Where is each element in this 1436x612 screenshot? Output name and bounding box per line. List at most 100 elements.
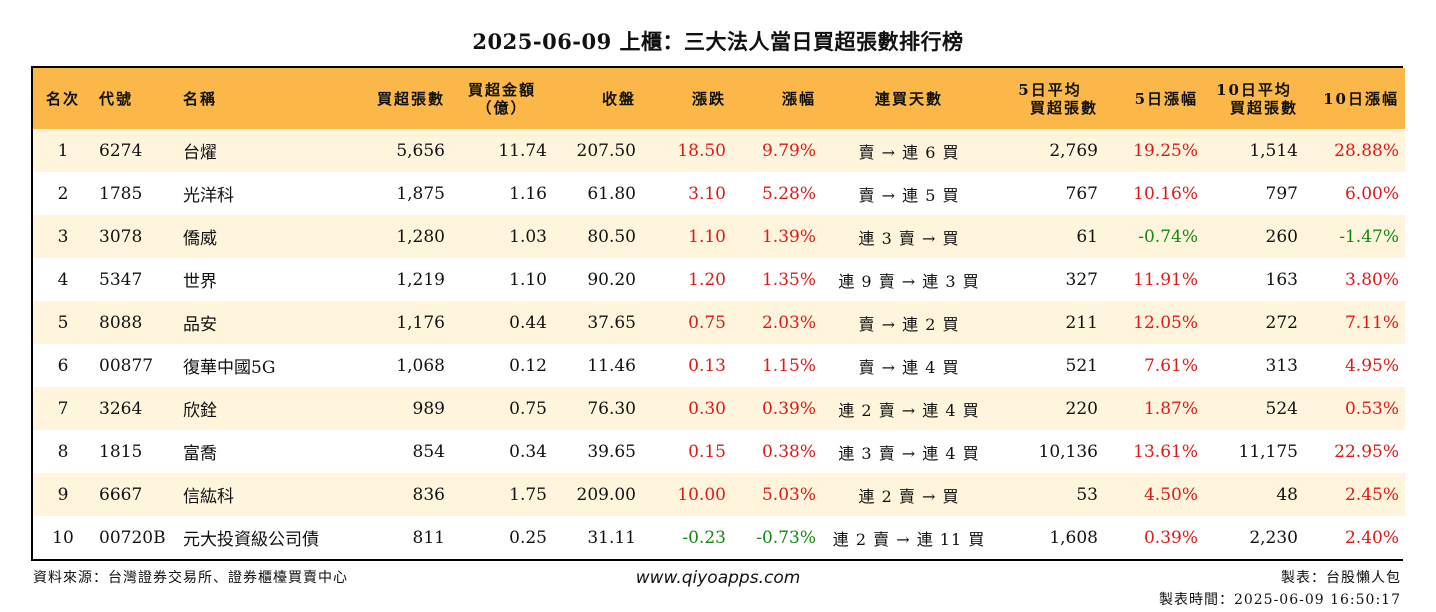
cell-streak: 賣 → 連 6 買: [858, 142, 960, 162]
cell-streak: 連 2 賣 → 買: [858, 486, 960, 506]
cell-amount: 1.16: [509, 183, 547, 204]
cell-change: 0.15: [688, 441, 726, 462]
header-pct10: 10日漲幅: [1323, 89, 1399, 108]
cell-close: 209.00: [576, 484, 636, 505]
cell-avg10: 797: [1265, 183, 1298, 204]
cell-change: 1.20: [688, 269, 726, 290]
cell-streak: 連 9 賣 → 連 3 買: [838, 271, 980, 291]
header-pct: 漲幅: [781, 89, 816, 108]
cell-change: 0.75: [688, 312, 726, 333]
cell-rank: 1: [57, 140, 69, 161]
cell-name: 欣銓: [183, 401, 217, 421]
header-avg5: 5日平均 買超張數: [996, 68, 1104, 129]
cell-pct10: 7.11%: [1344, 312, 1399, 333]
cell-rank: 4: [57, 269, 69, 290]
cell-pct10: 0.53%: [1344, 398, 1399, 419]
cell-avg10: 11,175: [1238, 441, 1298, 462]
cell-close: 76.30: [587, 398, 636, 419]
cell-streak: 連 2 賣 → 連 11 買: [832, 529, 986, 549]
cell-pct: 1.35%: [761, 269, 816, 290]
cell-net-buy: 1,068: [396, 355, 445, 376]
cell-avg10: 48: [1276, 484, 1298, 505]
cell-name: 信紘科: [183, 487, 234, 507]
cell-amount: 1.75: [509, 484, 547, 505]
cell-pct5: 0.39%: [1143, 527, 1198, 548]
cell-avg5: 211: [1065, 312, 1098, 333]
cell-pct5: 13.61%: [1133, 441, 1198, 462]
cell-pct10: 2.45%: [1344, 484, 1399, 505]
cell-amount: 11.74: [498, 140, 547, 161]
cell-avg5: 2,769: [1049, 140, 1098, 161]
cell-net-buy: 854: [412, 441, 445, 462]
cell-name: 台燿: [183, 143, 217, 163]
cell-name: 復華中國5G: [183, 358, 276, 378]
cell-avg5: 53: [1076, 484, 1098, 505]
cell-code: 1815: [99, 441, 143, 462]
cell-pct: 0.38%: [761, 441, 816, 462]
cell-pct5: 11.91%: [1133, 269, 1198, 290]
cell-avg10: 260: [1265, 226, 1298, 247]
cell-amount: 0.34: [509, 441, 547, 462]
cell-name: 品安: [183, 315, 217, 335]
table-row: 4 5347 世界 1,219 1.10 90.20 1.20 1.35% 連 …: [33, 258, 1405, 301]
cell-pct: 0.39%: [761, 398, 816, 419]
cell-pct5: 19.25%: [1133, 140, 1198, 161]
cell-pct10: 22.95%: [1334, 441, 1399, 462]
cell-close: 80.50: [587, 226, 636, 247]
cell-pct5: 4.50%: [1143, 484, 1198, 505]
cell-streak: 賣 → 連 2 買: [858, 314, 960, 334]
header-change: 漲跌: [691, 89, 726, 108]
cell-pct5: 12.05%: [1133, 312, 1198, 333]
cell-amount: 0.44: [509, 312, 547, 333]
cell-rank: 2: [57, 183, 69, 204]
header-avg10: 10日平均 買超張數: [1204, 68, 1304, 129]
header-amount: 買超金額 （億）: [451, 68, 553, 129]
cell-close: 31.11: [587, 527, 636, 548]
cell-pct10: 28.88%: [1334, 140, 1399, 161]
cell-pct10: 3.80%: [1344, 269, 1399, 290]
cell-name: 富喬: [183, 444, 217, 464]
header-close: 收盤: [601, 89, 636, 108]
cell-code: 3264: [99, 398, 143, 419]
data-source-note: 資料來源：台灣證券交易所、證券櫃檯買賣中心: [33, 570, 348, 586]
cell-pct: 1.39%: [761, 226, 816, 247]
cell-avg5: 10,136: [1038, 441, 1098, 462]
cell-close: 207.50: [576, 140, 636, 161]
cell-pct5: -0.74%: [1138, 226, 1198, 247]
cell-pct10: -1.47%: [1339, 226, 1399, 247]
cell-pct: 1.15%: [761, 355, 816, 376]
cell-close: 39.65: [587, 441, 636, 462]
cell-avg5: 1,608: [1049, 527, 1098, 548]
cell-name: 光洋科: [183, 186, 234, 206]
table-row: 7 3264 欣銓 989 0.75 76.30 0.30 0.39% 連 2 …: [33, 387, 1405, 430]
cell-amount: 0.25: [509, 527, 547, 548]
cell-pct5: 7.61%: [1143, 355, 1198, 376]
cell-pct10: 6.00%: [1344, 183, 1399, 204]
cell-pct: 5.28%: [761, 183, 816, 204]
cell-code: 5347: [99, 269, 143, 290]
header-amount-line1: 買超金額: [467, 80, 536, 99]
cell-close: 90.20: [587, 269, 636, 290]
header-name: 名稱: [183, 89, 218, 108]
table-row: 8 1815 富喬 854 0.34 39.65 0.15 0.38% 連 3 …: [33, 430, 1405, 473]
cell-avg5: 220: [1065, 398, 1098, 419]
cell-name: 僑威: [183, 229, 217, 249]
table-row: 6 00877 復華中國5G 1,068 0.12 11.46 0.13 1.1…: [33, 344, 1405, 387]
cell-change: 18.50: [677, 140, 726, 161]
cell-pct: 2.03%: [761, 312, 816, 333]
cell-streak: 賣 → 連 4 買: [858, 357, 960, 377]
cell-net-buy: 1,280: [396, 226, 445, 247]
cell-pct: -0.73%: [756, 527, 816, 548]
table-row: 3 3078 僑威 1,280 1.03 80.50 1.10 1.39% 連 …: [33, 215, 1405, 258]
cell-close: 37.65: [587, 312, 636, 333]
cell-avg5: 521: [1065, 355, 1098, 376]
header-avg10-line2: 買超張數: [1229, 98, 1298, 117]
cell-code: 8088: [99, 312, 143, 333]
header-avg5-line1: 5日平均: [1018, 80, 1082, 99]
cell-avg10: 1,514: [1249, 140, 1298, 161]
cell-avg10: 313: [1265, 355, 1298, 376]
cell-avg5: 327: [1065, 269, 1098, 290]
cell-avg10: 524: [1265, 398, 1298, 419]
website-link[interactable]: www.qiyoapps.com: [635, 568, 801, 588]
table-row: 9 6667 信紘科 836 1.75 209.00 10.00 5.03% 連…: [33, 473, 1405, 516]
